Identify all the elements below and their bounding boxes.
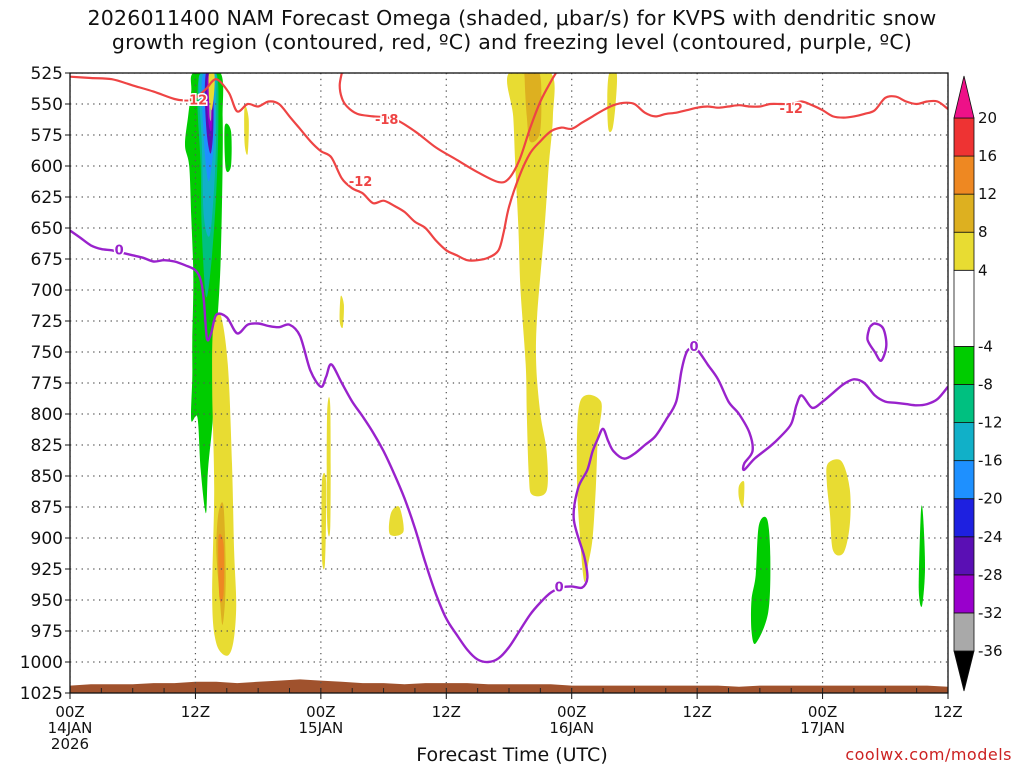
colorbar-tick-label: -28: [978, 566, 1003, 584]
y-tick-label: 600: [31, 157, 63, 177]
omega-shaded-region-17: [388, 506, 404, 536]
colorbar-tick-label: 12: [978, 185, 997, 203]
omega-shaded-region-23: [750, 516, 771, 645]
y-tick-label: 575: [31, 126, 63, 146]
x-tick-label: 17JAN: [800, 719, 845, 737]
omega-shaded-region-21: [607, 73, 618, 133]
gridlines: [70, 73, 948, 693]
contour-label-dgz-1: -18: [375, 113, 399, 128]
y-tick-label: 775: [31, 374, 63, 394]
colorbar-bin: [953, 117, 975, 157]
colorbar-bin: [953, 612, 975, 652]
contour-label-dgz-0: -12: [184, 93, 208, 108]
x-tick-label: 00Z: [557, 703, 586, 721]
omega-shaded-region-12: [218, 533, 225, 603]
plot-area: -12 -18 -12 -12 0 0 0: [70, 73, 948, 693]
x-tick-label: 00Z: [306, 703, 335, 721]
colorbar-tick-label: 8: [978, 223, 988, 241]
omega-shaded-region-13: [244, 105, 249, 155]
y-tick-label: 950: [31, 591, 63, 611]
contour-label-freezing-5: 0: [555, 581, 564, 596]
y-tick-label: 900: [31, 529, 63, 549]
omega-shaded-region-15: [339, 295, 344, 329]
omega-shaded-region-24: [826, 459, 851, 556]
y-tick-label: 800: [31, 405, 63, 425]
y-tick-label: 1025: [20, 684, 63, 704]
colorbar-tick-label: -36: [978, 642, 1003, 660]
y-tick-label: 650: [31, 219, 63, 239]
x-tick-label: 16JAN: [549, 719, 594, 737]
contour-label-dgz-2: -12: [349, 175, 373, 190]
colorbar-bin: [953, 460, 975, 500]
y-tick-label: 725: [31, 312, 63, 332]
colorbar-bin: [953, 155, 975, 195]
chart-title: 2026011400 NAM Forecast Omega (shaded, μ…: [0, 6, 1024, 54]
colorbar-tick-label: -32: [978, 604, 1003, 622]
omega-shaded-region-16: [321, 472, 327, 570]
colorbar: 20 16 12 8 4 -4 -8 -12 -16 -20 -24 -28 -32 -36: [953, 75, 1003, 692]
contour-label-dgz-3: -12: [779, 102, 803, 117]
y-tick-label: 550: [31, 95, 63, 115]
y-tick-label: 925: [31, 560, 63, 580]
freezing-contour-line-1: [866, 322, 888, 362]
x-tick-label: 12Z: [933, 703, 962, 721]
dgz-contour-line-0: [70, 75, 948, 262]
y-tick-label: 825: [31, 436, 63, 456]
colorbar-bin: [953, 269, 975, 347]
colorbar-bin: [953, 346, 975, 385]
y-axis: 525 550 575 600 625 650 675 700 725 750 775 800 825 8…: [20, 64, 70, 704]
colorbar-tick-label: -12: [978, 414, 1003, 432]
colorbar-bin: [953, 384, 975, 423]
x-tick-label: 12Z: [181, 703, 210, 721]
x-tick-label: 14JAN: [48, 719, 93, 737]
omega-shaded-region-22: [738, 480, 745, 508]
x-tick-label: 2026: [51, 735, 89, 753]
y-tick-label: 675: [31, 250, 63, 270]
chart-title-line-2: growth region (contoured, red, ºC) and f…: [111, 30, 913, 54]
colorbar-bin: [953, 574, 975, 614]
colorbar-tick-label: -20: [978, 490, 1003, 508]
x-tick-label: 12Z: [432, 703, 461, 721]
colorbar-bin: [953, 193, 975, 233]
colorbar-tick-label: 16: [978, 147, 997, 165]
omega-shaded-region-1: [224, 123, 232, 173]
colorbar-bin: [953, 536, 975, 576]
credit-label: coolwx.com/models: [845, 745, 1012, 764]
colorbar-tick-label: -4: [978, 337, 993, 355]
colorbar-bin: [953, 422, 975, 462]
y-tick-label: 875: [31, 498, 63, 518]
contour-label-freezing-6: 0: [689, 340, 698, 355]
y-tick-label: 750: [31, 343, 63, 363]
colorbar-tick-label: -24: [978, 528, 1003, 546]
y-tick-label: 975: [31, 622, 63, 642]
colorbar-bin: [953, 231, 975, 271]
y-tick-label: 625: [31, 188, 63, 208]
colorbar-tick-label: 4: [978, 261, 988, 279]
omega-shaded-region-25: [918, 505, 926, 607]
chart-title-line-1: 2026011400 NAM Forecast Omega (shaded, μ…: [87, 6, 937, 30]
x-tick-label: 00Z: [55, 703, 84, 721]
colorbar-tick-label: -16: [978, 452, 1003, 470]
x-tick-label: 15JAN: [298, 719, 343, 737]
omega-shaded-region-19: [524, 73, 542, 143]
contour-label-freezing-4: 0: [115, 243, 124, 258]
colorbar-tick-label: 20: [978, 109, 997, 127]
colorbar-bin-low-arrow: [953, 650, 975, 692]
x-axis-label: Forecast Time (UTC): [416, 744, 608, 766]
x-tick-label: 12Z: [682, 703, 711, 721]
omega-shaded-region-14: [326, 397, 331, 537]
colorbar-bin-high-arrow: [953, 75, 975, 119]
colorbar-tick-label: -8: [978, 376, 993, 394]
y-tick-label: 1000: [20, 653, 63, 673]
y-tick-label: 700: [31, 281, 63, 301]
y-tick-label: 525: [31, 64, 63, 84]
dgz-contour-line-1: [338, 73, 557, 184]
x-tick-label: 00Z: [808, 703, 837, 721]
omega-shaded-region-20: [576, 394, 602, 583]
colorbar-bin: [953, 498, 975, 538]
y-tick-label: 850: [31, 467, 63, 487]
freezing-contour-line-0: [70, 229, 948, 664]
